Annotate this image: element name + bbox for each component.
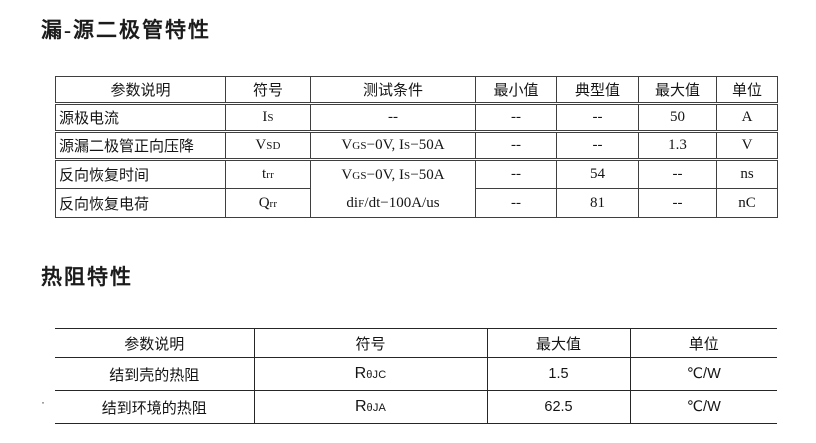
diode-characteristics-table: 参数说明 符号 测试条件 最小值 典型值 最大值 单位 源极电流 IS -- -… <box>55 76 778 218</box>
header-symbol: 符号 <box>253 328 487 358</box>
min-cell: -- <box>475 131 557 161</box>
param-cell: 结到壳的热阻 <box>55 357 254 391</box>
typ-cell: 54 <box>556 159 639 189</box>
table-row: 源漏二极管正向压降 VSD VGS−0V, IS−50A -- -- 1.3 V <box>55 131 778 161</box>
max-cell: 1.3 <box>638 131 717 161</box>
unit-cell: ℃/W <box>629 357 777 391</box>
header-unit: 单位 <box>629 328 777 358</box>
header-max: 最大值 <box>638 76 717 105</box>
table-row: 结到壳的热阻 RθJC 1.5 ℃/W <box>55 357 777 391</box>
max-cell: -- <box>638 188 717 218</box>
min-cell: -- <box>475 103 557 133</box>
param-cell: 源漏二极管正向压降 <box>55 131 226 161</box>
symbol-cell: trr <box>225 159 311 189</box>
max-cell: 62.5 <box>486 390 630 424</box>
header-condition: 测试条件 <box>310 76 476 105</box>
table1-header-row: 参数说明 符号 测试条件 最小值 典型值 最大值 单位 <box>55 76 778 105</box>
header-min: 最小值 <box>475 76 557 105</box>
condition-cell: VGS−0V, IS−50A <box>310 131 476 161</box>
min-cell: -- <box>475 188 557 218</box>
header-max: 最大值 <box>486 328 630 358</box>
min-cell: -- <box>475 159 557 189</box>
section2-title: 热阻特性 <box>41 265 133 289</box>
unit-cell: V <box>716 131 778 161</box>
condition-cell: -- <box>310 103 476 133</box>
symbol-cell: RθJC <box>253 357 487 391</box>
condition-cell-merged: VGS−0V, IS−50A diF/dt−100A/us <box>310 159 476 218</box>
stray-dot-mark: · <box>41 395 45 409</box>
max-cell: 50 <box>638 103 717 133</box>
table-row: 源极电流 IS -- -- -- 50 A <box>55 103 778 133</box>
symbol-cell: IS <box>225 103 311 133</box>
symbol-cell: Qrr <box>225 188 311 218</box>
header-unit: 单位 <box>716 76 778 105</box>
symbol-cell: VSD <box>225 131 311 161</box>
typ-cell: -- <box>556 131 639 161</box>
header-symbol: 符号 <box>225 76 311 105</box>
table2-header-row: 参数说明 符号 最大值 单位 <box>55 328 777 358</box>
table-row: 反向恢复时间 trr VGS−0V, IS−50A diF/dt−100A/us… <box>55 159 778 218</box>
header-param: 参数说明 <box>55 76 226 105</box>
max-cell: -- <box>638 159 717 189</box>
thermal-resistance-table: 参数说明 符号 最大值 单位 结到壳的热阻 RθJC 1.5 ℃/W 结到环境的… <box>55 328 777 424</box>
typ-cell: -- <box>556 103 639 133</box>
param-cell: 结到环境的热阻 <box>55 390 254 424</box>
param-cell: 反向恢复电荷 <box>55 188 226 218</box>
section1-title: 漏-源二极管特性 <box>41 18 211 42</box>
unit-cell: ℃/W <box>629 390 777 424</box>
symbol-cell: RθJA <box>253 390 487 424</box>
header-param: 参数说明 <box>55 328 254 358</box>
unit-cell: A <box>716 103 778 133</box>
unit-cell: nC <box>716 188 778 218</box>
max-cell: 1.5 <box>486 357 630 391</box>
table-row: 结到环境的热阻 RθJA 62.5 ℃/W <box>55 390 777 424</box>
param-cell: 反向恢复时间 <box>55 159 226 189</box>
unit-cell: ns <box>716 159 778 189</box>
param-cell: 源极电流 <box>55 103 226 133</box>
header-typ: 典型值 <box>556 76 639 105</box>
typ-cell: 81 <box>556 188 639 218</box>
table-row: 反向恢复电荷 Qrr -- 81 -- nC <box>55 188 778 218</box>
